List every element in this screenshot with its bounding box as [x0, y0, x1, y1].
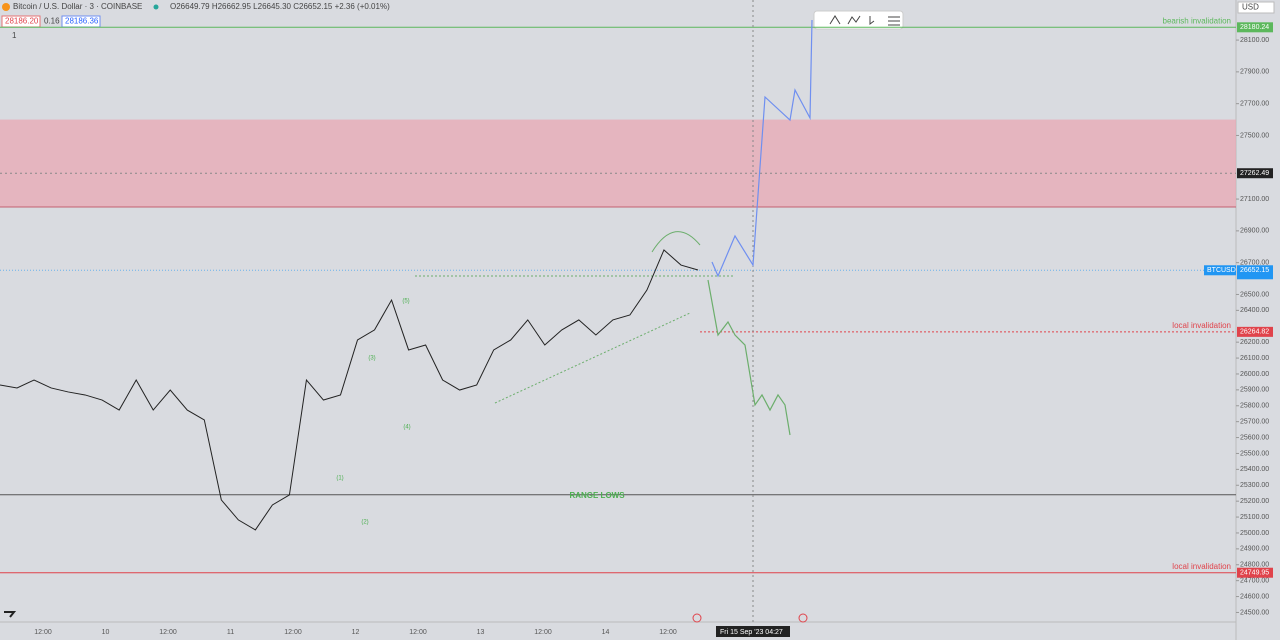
toolbar-icons	[829, 15, 900, 26]
y-tick-label: 24600.00	[1240, 593, 1269, 600]
spread: 0.16	[44, 17, 60, 26]
x-tick-label: 11	[227, 629, 234, 636]
y-tick-label: 26400.00	[1240, 307, 1269, 314]
y-tick-label: 24500.00	[1240, 609, 1269, 616]
symbol: Bitcoin / U.S. Dollar · 3 · COINBASE	[13, 2, 142, 11]
arc	[651, 231, 701, 253]
currency-button[interactable]	[1237, 1, 1275, 14]
x-tick-label: 12:00	[409, 629, 427, 636]
crosshair-value: 27262.49	[1240, 170, 1269, 177]
y-tick-label: 25300.00	[1240, 482, 1269, 489]
y-tick-label: 25400.00	[1240, 466, 1269, 473]
range-lows-label: RANGE LOWS	[569, 491, 625, 500]
level-value: 24749.95	[1240, 570, 1269, 577]
forecast-line	[711, 20, 813, 278]
level-tag	[1237, 567, 1273, 578]
y-tick-label: 25600.00	[1240, 434, 1269, 441]
x-tick-label: 12:00	[34, 629, 52, 636]
event-icon	[692, 613, 702, 623]
currency: USD	[1242, 3, 1259, 12]
level-label: bearish invalidation	[1163, 16, 1232, 25]
current-tag	[1237, 265, 1273, 280]
y-tick-label: 28100.00	[1240, 37, 1269, 44]
x-tick-label: 12:00	[659, 629, 677, 636]
plot-bg	[0, 0, 1236, 622]
y-tick-label: 27100.00	[1240, 196, 1269, 203]
btc-icon	[2, 3, 10, 11]
y-tick-label: 26000.00	[1240, 371, 1269, 378]
tv-logo	[4, 611, 17, 618]
wave-label: (1)	[336, 476, 343, 482]
current-value: 26652.15	[1240, 267, 1269, 274]
x-tick-label: 12:00	[534, 629, 552, 636]
y-tick-label: 26100.00	[1240, 355, 1269, 362]
y-tick-label: 27900.00	[1240, 69, 1269, 76]
wave-label: (2)	[361, 520, 368, 526]
y-tick-label: 25000.00	[1240, 530, 1269, 537]
y-tick-label: 25800.00	[1240, 403, 1269, 410]
y-tick-label: 25500.00	[1240, 450, 1269, 457]
current-name: BTCUSD	[1207, 267, 1236, 274]
x-tick-label: 12	[352, 629, 360, 636]
x-tick-label: 12:00	[284, 629, 302, 636]
y-tick-label: 25100.00	[1240, 514, 1269, 521]
ohlc: O26649.79 H26662.95 L26645.30 C26652.15 …	[170, 2, 390, 11]
wave-label: (4)	[403, 425, 410, 431]
y-tick-label: 26700.00	[1240, 260, 1269, 267]
level-label: local invalidation	[1172, 321, 1231, 330]
x-tick-label: 12:00	[159, 629, 177, 636]
sell-price: 28186.20	[5, 17, 39, 26]
y-tick-label: 27700.00	[1240, 101, 1269, 108]
level-value: 26264.82	[1240, 329, 1269, 336]
level-value: 28180.24	[1240, 24, 1269, 31]
y-tick-label: 24900.00	[1240, 546, 1269, 553]
y-tick-label: 24800.00	[1240, 562, 1269, 569]
forecast-line	[707, 279, 791, 436]
y-tick-label: 25700.00	[1240, 419, 1269, 426]
y-tick-label: 26200.00	[1240, 339, 1269, 346]
wave-label: (3)	[368, 356, 375, 362]
level-label: local invalidation	[1172, 562, 1231, 571]
x-tick-label: 13	[477, 629, 485, 636]
x-tick-label: 14	[602, 629, 610, 636]
y-tick-label: 27500.00	[1240, 132, 1269, 139]
buy-price: 28186.36	[65, 17, 99, 26]
y-tick-label: 26900.00	[1240, 228, 1269, 235]
x-tick-label: 10	[102, 629, 110, 636]
crosshair-time-tag	[716, 626, 790, 637]
level-tag	[1237, 22, 1273, 33]
current-name-tag	[1204, 265, 1236, 276]
status-dot	[153, 4, 159, 10]
resistance-zone	[0, 119, 1236, 208]
wave-label: (5)	[402, 299, 409, 305]
crosshair-time: Fri 15 Sep '23 04:27	[720, 629, 783, 636]
interval: 1	[12, 31, 17, 40]
drawing-toolbar[interactable]	[813, 10, 904, 30]
y-tick-label: 26500.00	[1240, 291, 1269, 298]
crosshair-tag	[1237, 168, 1273, 179]
y-tick-label: 24700.00	[1240, 578, 1269, 585]
level-tag	[1237, 326, 1273, 337]
y-tick-label: 25900.00	[1240, 387, 1269, 394]
event-icon	[798, 613, 808, 623]
price-line	[0, 249, 699, 531]
y-tick-label: 25200.00	[1240, 498, 1269, 505]
